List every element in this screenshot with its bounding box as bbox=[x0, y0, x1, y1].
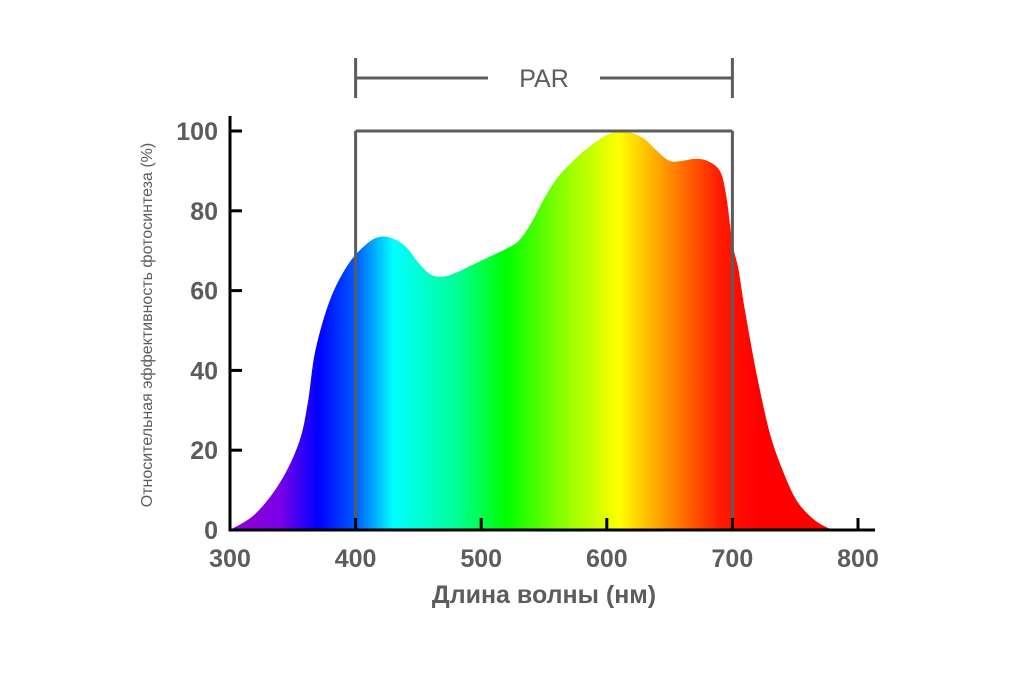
y-tick-label-100: 100 bbox=[176, 118, 218, 146]
par-bracket: PAR bbox=[354, 58, 734, 530]
y-tick-label-0: 0 bbox=[204, 517, 218, 545]
x-tick-label-700: 700 bbox=[712, 545, 754, 573]
x-tick-label-400: 400 bbox=[335, 545, 377, 573]
axes bbox=[228, 116, 875, 532]
par-label: PAR bbox=[519, 65, 569, 93]
x-tick-label-300: 300 bbox=[209, 545, 251, 573]
x-tick-label-600: 600 bbox=[586, 545, 628, 573]
x-tick-label-800: 800 bbox=[837, 545, 879, 573]
tick-labels: 300 400 500 600 700 800 0 20 40 60 80 100 bbox=[176, 118, 879, 573]
y-tick-label-80: 80 bbox=[190, 198, 218, 226]
spectrum-area-layer bbox=[230, 130, 833, 531]
y-tick-label-60: 60 bbox=[190, 278, 218, 306]
y-axis-title: Относительная эффективность фотосинтеза … bbox=[139, 143, 156, 507]
x-axis-title: Длина волны (нм) bbox=[432, 581, 656, 609]
y-tick-label-20: 20 bbox=[190, 437, 218, 465]
y-tick-label-40: 40 bbox=[190, 357, 218, 385]
x-tick-label-500: 500 bbox=[460, 545, 502, 573]
spectrum-area bbox=[230, 130, 833, 531]
